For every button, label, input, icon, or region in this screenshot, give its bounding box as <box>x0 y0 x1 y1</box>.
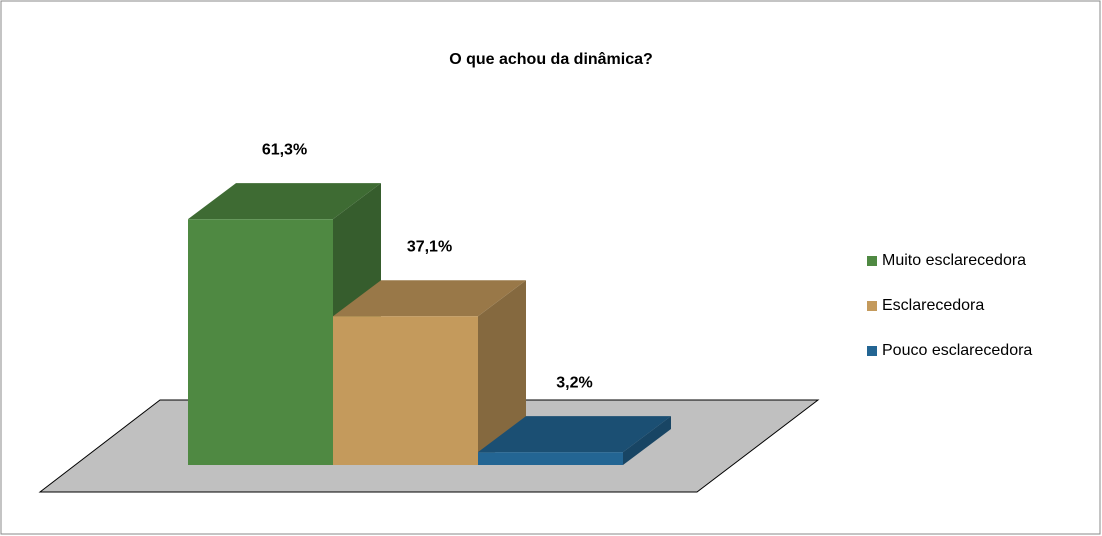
bar-top <box>188 183 381 220</box>
legend-label: Muito esclarecedora <box>882 252 1026 269</box>
legend-label: Pouco esclarecedora <box>882 342 1032 359</box>
bar-side <box>478 280 526 465</box>
chart-title: O que achou da dinâmica? <box>449 51 653 68</box>
bar <box>333 316 478 465</box>
legend-label: Esclarecedora <box>882 297 984 314</box>
data-label: 61,3% <box>262 141 307 158</box>
bar-top <box>478 416 671 453</box>
bar-top <box>333 280 526 317</box>
legend-swatch <box>867 256 877 266</box>
legend-swatch <box>867 346 877 356</box>
legend-swatch <box>867 301 877 311</box>
bar <box>478 452 623 465</box>
data-label: 3,2% <box>556 374 592 391</box>
data-label: 37,1% <box>407 238 452 255</box>
bar <box>188 219 333 465</box>
bar-side <box>623 416 671 465</box>
